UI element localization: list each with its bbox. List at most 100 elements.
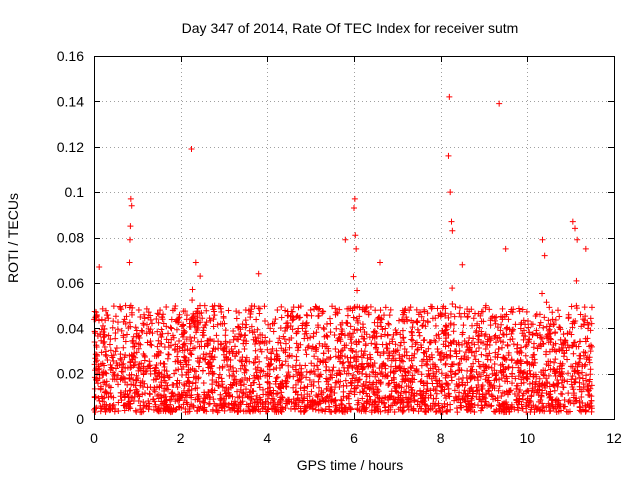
data-point: [498, 375, 505, 382]
data-point: [329, 303, 336, 310]
data-point: [331, 389, 338, 396]
data-point: [223, 343, 230, 350]
data-point: [272, 316, 279, 323]
data-point: [108, 364, 115, 371]
data-point: [526, 367, 533, 374]
x-tick-label: 10: [520, 430, 536, 446]
data-point: [472, 356, 479, 363]
data-point: [581, 362, 588, 369]
data-point: [408, 357, 415, 364]
data-point: [545, 317, 552, 324]
data-point: [473, 348, 480, 355]
data-point: [227, 357, 234, 364]
data-point: [135, 306, 142, 313]
data-point: [159, 316, 166, 323]
data-point: [409, 324, 416, 331]
data-point: [579, 369, 586, 376]
data-point: [141, 311, 148, 318]
data-point: [522, 321, 529, 328]
data-point: [369, 368, 376, 375]
data-point: [468, 384, 475, 391]
data-point: [255, 270, 262, 277]
data-point: [255, 403, 262, 410]
data-point: [361, 348, 368, 355]
data-point: [319, 359, 326, 366]
data-point: [495, 346, 502, 353]
data-point: [267, 356, 274, 363]
data-point: [269, 320, 276, 327]
data-point: [556, 347, 563, 354]
data-point: [234, 388, 241, 395]
data-point: [573, 397, 580, 404]
data-point: [181, 340, 188, 347]
data-point: [304, 383, 311, 390]
data-point: [242, 324, 249, 331]
data-point: [491, 361, 498, 368]
data-point: [403, 383, 410, 390]
data-point: [235, 349, 242, 356]
y-tick-label: 0.14: [57, 93, 84, 109]
data-point: [227, 363, 234, 370]
data-point: [523, 373, 530, 380]
data-point: [137, 379, 144, 386]
data-point: [345, 395, 352, 402]
data-point: [539, 236, 546, 243]
data-point: [159, 400, 166, 407]
data-point: [261, 303, 268, 310]
data-point: [433, 408, 440, 415]
data-point: [174, 353, 181, 360]
data-point: [273, 409, 280, 416]
data-point: [402, 372, 409, 379]
data-point: [124, 331, 131, 338]
data-point: [200, 379, 207, 386]
data-point: [492, 339, 499, 346]
data-point: [553, 396, 560, 403]
data-point: [229, 350, 236, 357]
data-point: [443, 380, 450, 387]
data-point: [133, 386, 140, 393]
data-point: [105, 394, 112, 401]
data-point: [194, 310, 201, 317]
data-point: [401, 388, 408, 395]
data-point: [572, 378, 579, 385]
data-point: [303, 351, 310, 358]
y-tick-label: 0.12: [57, 139, 84, 155]
data-point: [323, 320, 330, 327]
data-point: [525, 402, 532, 409]
data-point: [568, 376, 575, 383]
data-point: [277, 385, 284, 392]
data-point: [496, 383, 503, 390]
data-point: [309, 397, 316, 404]
data-point: [520, 336, 527, 343]
data-point: [308, 381, 315, 388]
data-point: [131, 393, 138, 400]
data-point: [189, 314, 196, 321]
data-point: [556, 401, 563, 408]
data-point: [100, 340, 107, 347]
data-point: [102, 307, 109, 314]
data-point: [165, 351, 172, 358]
data-point: [187, 334, 194, 341]
data-point: [547, 388, 554, 395]
data-point: [454, 409, 461, 416]
data-point: [117, 351, 124, 358]
data-point: [425, 405, 432, 412]
data-point: [143, 367, 150, 374]
data-point: [464, 379, 471, 386]
data-point: [482, 304, 489, 311]
data-point: [369, 401, 376, 408]
data-point: [495, 351, 502, 358]
data-point: [186, 392, 193, 399]
data-point: [478, 328, 485, 335]
data-point: [262, 399, 269, 406]
data-point: [194, 408, 201, 415]
data-point: [518, 344, 525, 351]
data-point: [414, 326, 421, 333]
data-point: [316, 305, 323, 312]
data-point: [377, 379, 384, 386]
data-point: [161, 406, 168, 413]
data-point: [183, 361, 190, 368]
data-point: [570, 392, 577, 399]
data-point: [172, 398, 179, 405]
data-point: [179, 347, 186, 354]
